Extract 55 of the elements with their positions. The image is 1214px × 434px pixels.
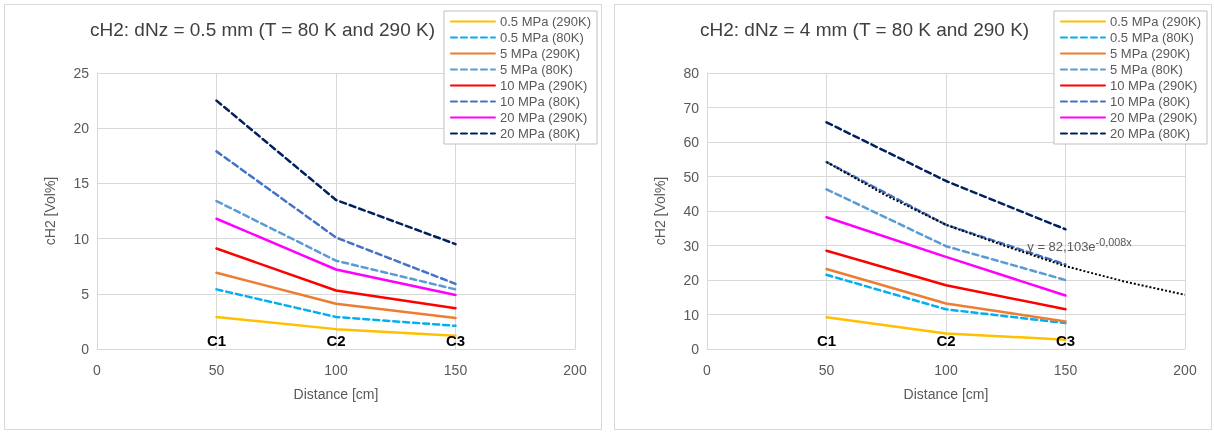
- x-tick-label: 200: [563, 362, 587, 378]
- x-tick-label: 200: [1173, 362, 1197, 378]
- legend-label: 5 MPa (80K): [499, 62, 573, 77]
- y-tick-label: 20: [73, 120, 90, 137]
- y-tick-label: 20: [683, 272, 700, 288]
- annotation: C3: [445, 332, 466, 349]
- y-tick-label: 15: [73, 175, 90, 192]
- x-tick-label: 150: [443, 362, 468, 378]
- legend-label: 20 MPa (80K): [499, 126, 581, 141]
- y-tick-label: 50: [683, 168, 700, 185]
- legend-label: 10 MPa (80K): [1109, 94, 1191, 109]
- x-tick-label: 100: [324, 362, 348, 378]
- legend-label: 20 MPa (80K): [1109, 126, 1191, 141]
- chart-title: cH2: dNz = 0.5 mm (T = 80 K and 290 K): [90, 19, 435, 40]
- line-series: [825, 161, 1186, 296]
- legend-label: 20 MPa (290K): [499, 110, 588, 125]
- y-tick-label: 70: [683, 99, 700, 116]
- legend-label: 10 MPa (290K): [499, 78, 588, 93]
- x-tick-label: 0: [703, 362, 712, 378]
- x-axis-title: Distance [cm]: [293, 386, 379, 402]
- y-tick-label: 10: [73, 230, 90, 247]
- y-tick-label: 60: [683, 134, 700, 150]
- y-tick-label: 80: [683, 65, 700, 81]
- legend-label: 10 MPa (290K): [1109, 78, 1198, 93]
- y-axis-title: cH2 [Vol%]: [652, 176, 668, 246]
- legend-label: 0.5 MPa (290K): [1109, 14, 1201, 29]
- annotation: C1: [206, 332, 227, 349]
- y-tick-label: 25: [73, 65, 90, 81]
- annotation: C3: [1055, 332, 1076, 349]
- y-tick-label: 0: [691, 341, 700, 357]
- y-tick-label: 40: [683, 203, 700, 219]
- annotation: C2: [936, 332, 956, 349]
- legend-label: 10 MPa (80K): [499, 94, 581, 109]
- chart-title: cH2: dNz = 4 mm (T = 80 K and 290 K): [700, 19, 1030, 40]
- x-axis-title: Distance [cm]: [903, 386, 989, 402]
- legend-label: 0.5 MPa (80K): [1109, 30, 1194, 45]
- legend-label: 5 MPa (80K): [1109, 62, 1183, 77]
- y-axis-title: cH2 [Vol%]: [42, 176, 58, 246]
- annotation: y = 82,103e$^{-0,008x}$: [1027, 235, 1132, 255]
- legend-label: 5 MPa (290K): [1109, 46, 1191, 61]
- y-tick-label: 0: [81, 341, 90, 357]
- y-tick-label: 5: [81, 285, 90, 302]
- legend-label: 20 MPa (290K): [1109, 110, 1198, 125]
- y-tick-label: 10: [683, 306, 700, 323]
- y-tick-label: 30: [683, 237, 700, 254]
- annotation: C2: [326, 332, 346, 349]
- x-tick-label: 150: [1053, 362, 1078, 378]
- x-tick-label: 50: [208, 362, 225, 378]
- x-tick-label: 50: [818, 362, 835, 378]
- annotation: C1: [816, 332, 837, 349]
- x-tick-label: 100: [934, 362, 958, 378]
- legend-label: 0.5 MPa (80K): [499, 30, 584, 45]
- legend-label: 5 MPa (290K): [499, 46, 581, 61]
- legend-label: 0.5 MPa (290K): [499, 14, 591, 29]
- x-tick-label: 0: [93, 362, 102, 378]
